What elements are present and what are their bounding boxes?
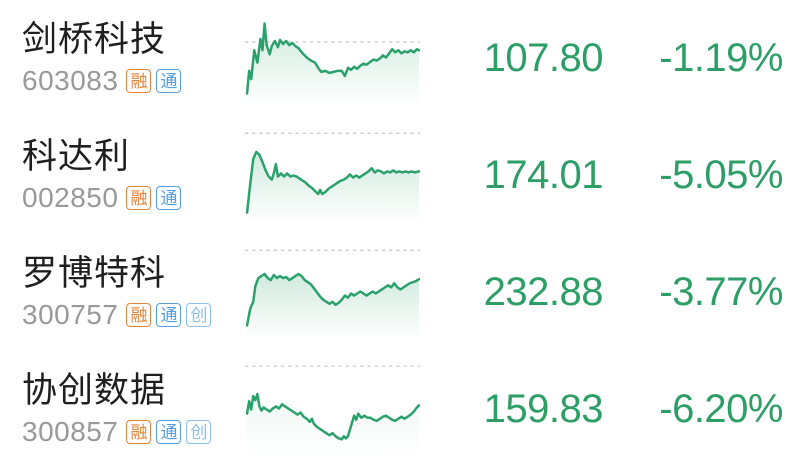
stock-code: 603083 [22, 64, 119, 96]
stock-price: 174.01 [483, 153, 604, 197]
stock-connect-badge: 通 [156, 185, 182, 210]
stock-identity: 协创数据 300857 融 通 创 [0, 371, 245, 447]
stock-meta: 002850 融 通 [22, 181, 245, 213]
stock-price: 232.88 [483, 270, 604, 314]
stock-identity: 罗博特科 300757 融 通 创 [0, 254, 245, 330]
intraday-sparkline-chart [245, 11, 421, 106]
stock-meta: 300857 融 通 创 [22, 415, 245, 447]
stock-connect-badge: 通 [156, 419, 182, 444]
stock-change-percent: -6.20% [659, 387, 783, 431]
margin-trading-badge: 融 [126, 302, 152, 327]
chinext-badge: 创 [186, 419, 212, 444]
margin-trading-badge: 融 [126, 419, 152, 444]
stock-change-percent: -1.19% [659, 36, 783, 80]
stock-change-percent: -5.05% [659, 153, 783, 197]
stock-meta: 603083 融 通 [22, 64, 245, 96]
stock-code: 300857 [22, 415, 119, 447]
stock-identity: 科达利 002850 融 通 [0, 137, 245, 213]
stock-connect-badge: 通 [156, 302, 182, 327]
margin-trading-badge: 融 [126, 68, 152, 93]
margin-trading-badge: 融 [126, 185, 152, 210]
stock-name: 科达利 [22, 137, 131, 177]
stock-row[interactable]: 罗博特科 300757 融 通 创 232.88 -3.77% [0, 234, 800, 351]
stock-price: 159.83 [483, 387, 604, 431]
intraday-sparkline-chart [245, 245, 421, 340]
stock-row[interactable]: 科达利 002850 融 通 174.01 -5.05% [0, 117, 800, 234]
stock-connect-badge: 通 [156, 68, 182, 93]
stock-meta: 300757 融 通 创 [22, 298, 245, 330]
stock-row[interactable]: 剑桥科技 603083 融 通 107.80 -1.19% [0, 0, 800, 117]
stock-code: 002850 [22, 181, 119, 213]
stock-name: 剑桥科技 [22, 20, 167, 60]
chinext-badge: 创 [186, 302, 212, 327]
stock-name: 协创数据 [22, 371, 167, 411]
intraday-sparkline-chart [245, 128, 421, 223]
stock-code: 300757 [22, 298, 119, 330]
stock-name: 罗博特科 [22, 254, 167, 294]
stock-change-percent: -3.77% [659, 270, 783, 314]
stock-row[interactable]: 协创数据 300857 融 通 创 159.83 -6.20% [0, 351, 800, 468]
stock-identity: 剑桥科技 603083 融 通 [0, 20, 245, 96]
intraday-sparkline-chart [245, 362, 421, 457]
stock-price: 107.80 [483, 36, 604, 80]
